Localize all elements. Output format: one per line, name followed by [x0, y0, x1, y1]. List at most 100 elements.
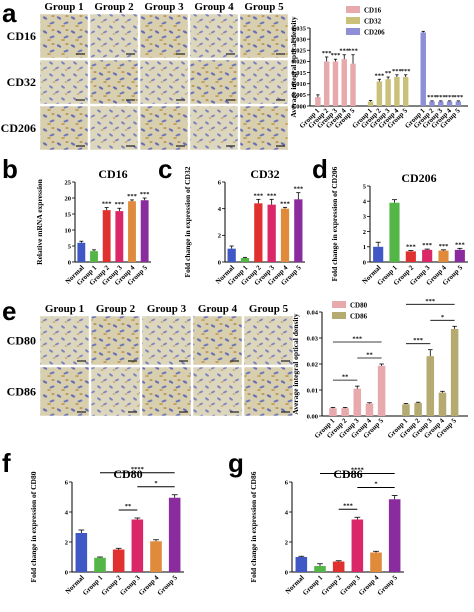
y-tick-label: 6 [285, 479, 289, 486]
bar [438, 250, 449, 262]
bar [329, 408, 337, 416]
y-tick-label: 0 [285, 569, 288, 576]
legend-label: CD16 [364, 7, 382, 15]
bar [323, 61, 330, 106]
y-tick-label: 0.000 [291, 103, 306, 110]
bar [438, 101, 444, 106]
microscopy-image [39, 105, 89, 151]
y-tick-label: 0 [218, 259, 221, 266]
bar [94, 557, 106, 572]
panel-label-d: d [312, 154, 328, 184]
microscopy-image [89, 13, 139, 59]
x-tick-label: Group 5 [156, 573, 180, 597]
significance-label: *** [280, 200, 290, 207]
bar [77, 242, 86, 262]
significance-label: *** [392, 68, 402, 75]
significance-label: **** [131, 466, 144, 473]
bar [377, 365, 386, 416]
microscopy-image [189, 59, 239, 105]
microscopy-image [39, 366, 90, 417]
bar [90, 251, 98, 262]
significance-label: **** [351, 467, 364, 474]
bar [365, 403, 374, 416]
bar [128, 201, 136, 262]
y-tick-label: 4 [285, 509, 289, 516]
significance-label: *** [427, 94, 437, 101]
microscopy-image [239, 59, 289, 105]
y-tick-label: 4 [363, 199, 367, 206]
bar [115, 211, 124, 262]
y-tick-label: 0.01 [307, 387, 318, 394]
y-tick-label: 6 [218, 179, 222, 186]
significance-label: ** [366, 352, 373, 359]
bar [376, 81, 383, 106]
column-header: Group 2 [96, 303, 136, 315]
significance-label: *** [422, 242, 432, 249]
column-header: Group 3 [144, 1, 184, 13]
bar [353, 388, 362, 416]
microscopy-image [90, 366, 141, 417]
y-tick-label: 0 [65, 569, 68, 576]
bar [150, 541, 162, 572]
bar [455, 101, 462, 106]
significance-label: *** [453, 94, 463, 101]
y-tick-label: 0.010 [291, 81, 306, 88]
significance-label: *** [348, 48, 358, 55]
y-tick-label: 10 [65, 227, 72, 234]
bar [102, 210, 111, 262]
bar [373, 246, 384, 262]
column-header: Group 1 [45, 303, 84, 315]
row-label: CD80 [7, 334, 36, 348]
bar [420, 32, 426, 107]
significance-label: *** [436, 94, 446, 101]
microscopy-image [239, 105, 289, 151]
bar [294, 199, 303, 262]
significance-label: *** [140, 191, 150, 198]
panel-label-c: c [158, 154, 172, 184]
significance-label: *** [343, 502, 353, 509]
bar [75, 533, 88, 572]
microscopy-grid-e: Group 1 Group 2 Group 3 Group 4 Group 5 CD80 C… [7, 303, 294, 417]
y-axis-label: Average integral optical density [291, 313, 300, 415]
significance-label: *** [253, 192, 263, 199]
panel-label-a: a [2, 0, 17, 28]
chart-title: CD206 [401, 171, 436, 185]
microscopy-image [189, 105, 239, 151]
bar [314, 566, 326, 572]
microscopy-image [39, 59, 89, 105]
microscopy-image [89, 59, 139, 105]
significance-label: *** [401, 68, 411, 75]
significance-label: * [374, 481, 377, 488]
bar [227, 248, 236, 262]
significance-label: *** [267, 192, 277, 199]
significance-label: *** [339, 48, 349, 55]
bar [414, 403, 422, 416]
microscopy-image [90, 315, 141, 366]
panel-label-g: g [228, 448, 244, 478]
y-tick-label: 0.025 [291, 48, 306, 55]
y-tick-label: 5 [68, 243, 72, 250]
panel-label-b: b [2, 154, 18, 184]
significance-label: *** [331, 52, 341, 59]
y-tick-label: 20 [65, 195, 72, 202]
y-tick-label: 3 [363, 214, 367, 221]
bar [394, 77, 400, 106]
microscopy-image [243, 315, 294, 366]
microscopy-image [89, 105, 139, 151]
legend-swatch [346, 17, 360, 24]
y-tick-label: 0.04 [307, 309, 319, 316]
column-header: Group 1 [44, 1, 83, 13]
bar [350, 63, 356, 106]
y-axis-label: Fold change in expression of CD206 [330, 166, 339, 281]
row-label: CD86 [7, 385, 36, 399]
bar [315, 97, 321, 106]
microscopy-image [189, 13, 239, 59]
column-header: Group 5 [249, 303, 289, 315]
column-header: Group 3 [147, 303, 187, 315]
significance-label: *** [293, 186, 303, 193]
significance-label: *** [425, 298, 435, 305]
legend-label: CD80 [350, 302, 368, 310]
bar [254, 203, 263, 262]
y-tick-label: 0 [363, 259, 366, 266]
